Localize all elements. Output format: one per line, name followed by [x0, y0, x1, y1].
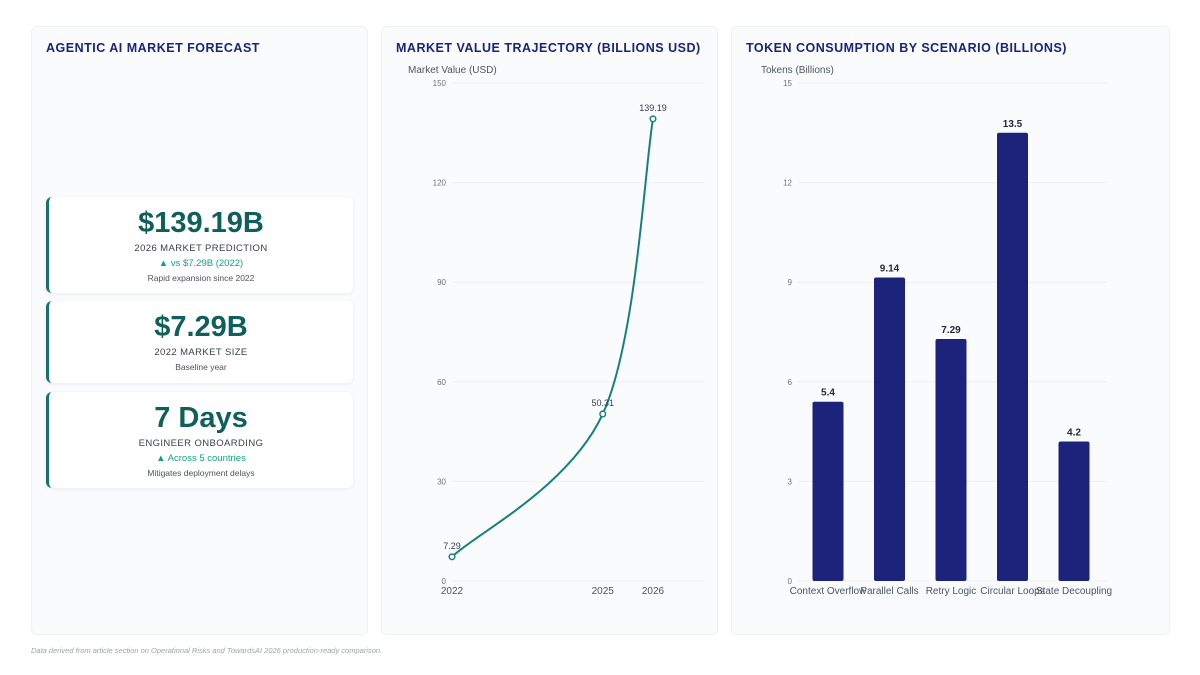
- y-tick-label: 0: [442, 577, 447, 586]
- x-tick-label: 2025: [592, 586, 615, 597]
- kpi-label: 2026 MARKET PREDICTION: [134, 243, 268, 254]
- data-point: [448, 553, 456, 561]
- kpi-trend: ▲ Across 5 countries: [156, 453, 246, 464]
- bar: [1058, 441, 1090, 581]
- y-axis-label: Tokens (Billions): [761, 65, 834, 76]
- y-tick-label: 0: [788, 577, 793, 586]
- bar-chart: Tokens (Billions) 0 3 6 9 12 15 5.4 Context Over…: [761, 65, 1112, 597]
- y-tick-label: 150: [433, 79, 447, 88]
- x-tick-label: Circular Loops: [980, 586, 1044, 597]
- footnote: Data derived from article section on Ope…: [31, 646, 383, 655]
- kpi-card-2026-prediction: $139.19B 2026 MARKET PREDICTION ▲ vs $7.…: [46, 197, 353, 293]
- y-tick-label: 6: [788, 378, 793, 387]
- kpi-note: Mitigates deployment delays: [147, 468, 255, 478]
- y-tick-label: 30: [437, 477, 446, 486]
- bar: [874, 277, 905, 581]
- x-tick-label: 2022: [441, 586, 464, 597]
- x-tick-label: State Decoupling: [1036, 586, 1112, 597]
- kpi-panel-title: AGENTIC AI MARKET FORECAST: [46, 41, 260, 55]
- kpi-note: Rapid expansion since 2022: [147, 273, 255, 283]
- data-point: [599, 410, 607, 418]
- data-label: 5.4: [821, 388, 835, 399]
- series-line: [451, 118, 654, 558]
- y-tick-label: 12: [783, 179, 792, 188]
- x-tick-label: 2026: [642, 586, 665, 597]
- kpi-label: 2022 MARKET SIZE: [154, 347, 248, 358]
- x-tick-label: Parallel Calls: [860, 586, 918, 597]
- data-label: 9.14: [880, 264, 900, 275]
- kpi-note: Baseline year: [175, 362, 227, 372]
- data-label: 7.29: [941, 325, 961, 336]
- y-axis-label: Market Value (USD): [408, 65, 497, 76]
- kpi-trend: ▲ vs $7.29B (2022): [158, 258, 244, 269]
- x-tick-label: Context Overflow: [790, 586, 867, 597]
- kpi-value: $7.29B: [154, 311, 248, 343]
- y-tick-label: 120: [433, 179, 447, 188]
- kpi-card-2022-size: $7.29B 2022 MARKET SIZE Baseline year: [46, 301, 353, 383]
- bar: [997, 132, 1028, 582]
- data-label: 139.19: [639, 103, 667, 113]
- kpi-label: ENGINEER ONBOARDING: [138, 438, 264, 449]
- kpi-value: 7 Days: [154, 402, 248, 434]
- bar: [812, 401, 844, 581]
- kpi-value: $139.19B: [138, 207, 264, 239]
- data-point: [649, 115, 657, 123]
- data-label: 4.2: [1067, 428, 1081, 439]
- line-chart-title: MARKET VALUE TRAJECTORY (BILLIONS USD): [396, 41, 701, 55]
- line-chart-panel: MARKET VALUE TRAJECTORY (BILLIONS USD) M…: [381, 26, 718, 635]
- data-label: 50.31: [591, 398, 614, 408]
- y-tick-label: 9: [788, 278, 793, 287]
- y-tick-label: 3: [788, 477, 793, 486]
- x-tick-label: Retry Logic: [926, 586, 977, 597]
- y-tick-label: 60: [437, 378, 446, 387]
- data-label: 13.5: [1003, 119, 1023, 130]
- y-tick-label: 90: [437, 278, 446, 287]
- y-tick-label: 15: [783, 79, 792, 88]
- bar-chart-title: TOKEN CONSUMPTION BY SCENARIO (BILLIONS): [746, 41, 1067, 55]
- kpi-card-onboarding: 7 Days ENGINEER ONBOARDING ▲ Across 5 co…: [46, 392, 353, 488]
- bar-chart-panel: TOKEN CONSUMPTION BY SCENARIO (BILLIONS)…: [731, 26, 1170, 635]
- bar: [935, 338, 967, 581]
- data-label: 7.29: [443, 541, 461, 551]
- kpi-panel: AGENTIC AI MARKET FORECAST $139.19B 2026…: [31, 26, 368, 635]
- line-chart: Market Value (USD) 0 30 60 90 120 150 2022 2025 2…: [408, 65, 704, 597]
